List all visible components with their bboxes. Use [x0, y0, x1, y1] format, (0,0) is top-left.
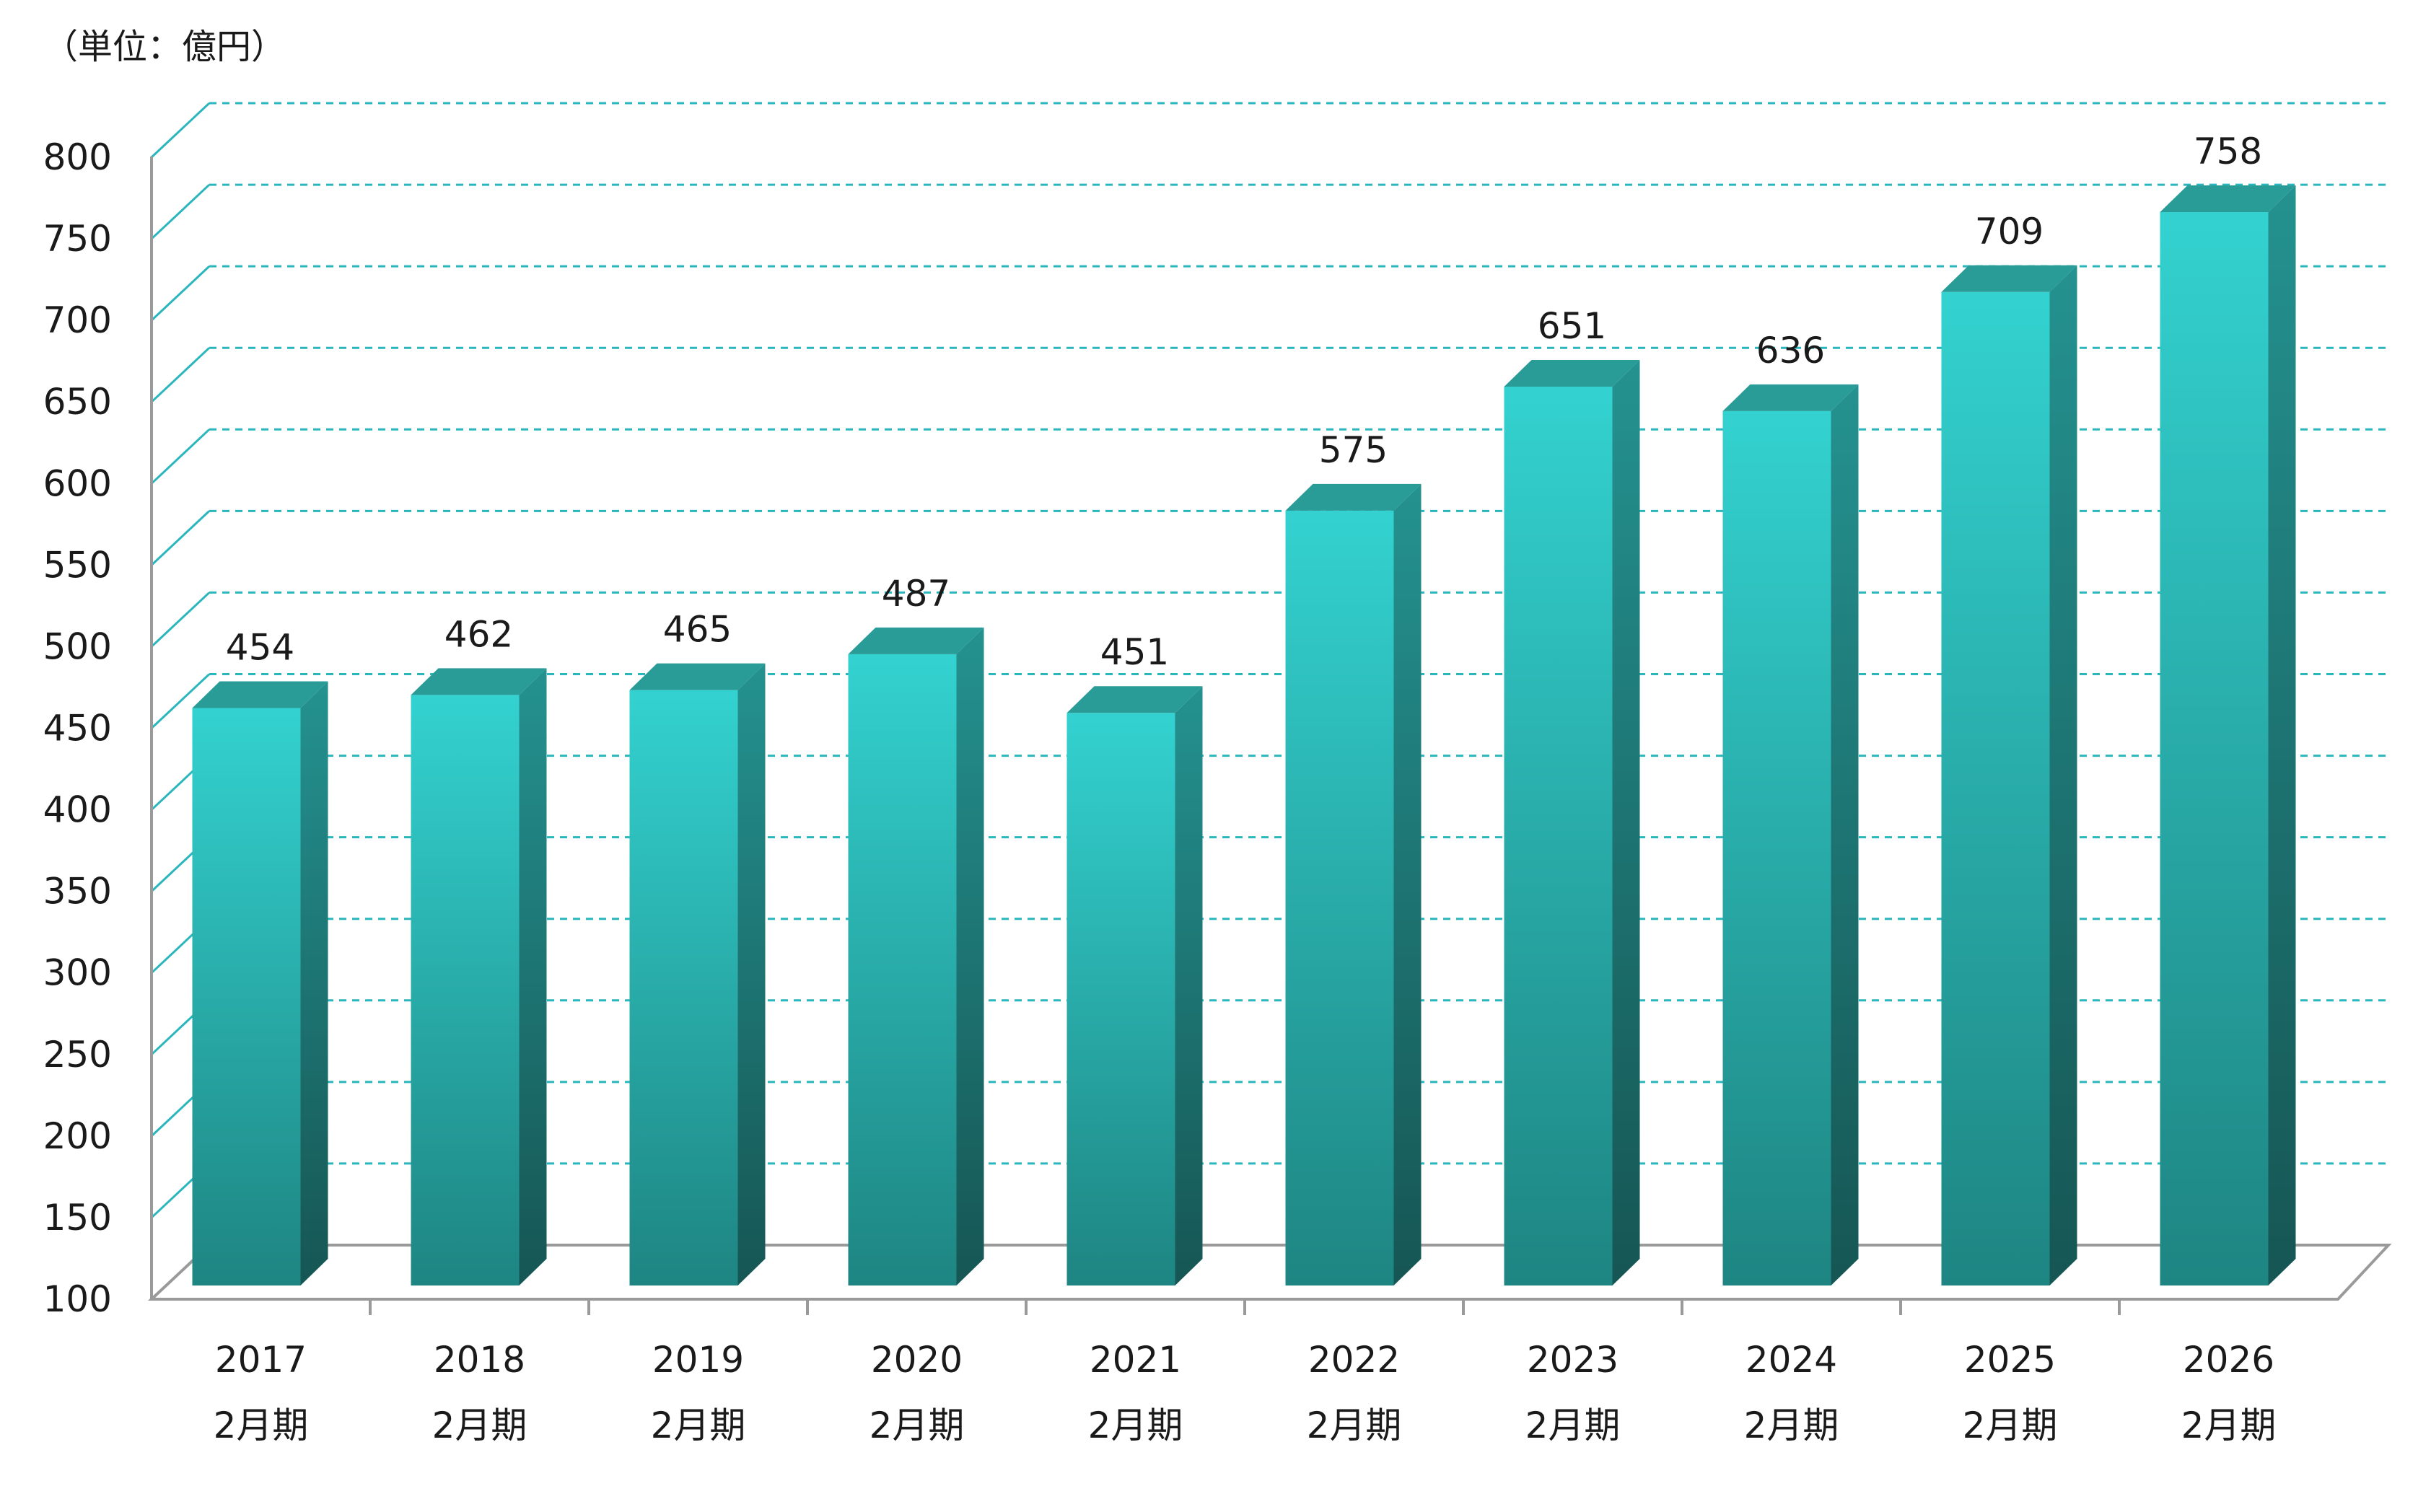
- bar-top: [1285, 483, 1422, 511]
- bar: [411, 668, 547, 1285]
- bar: [2160, 185, 2296, 1286]
- bar-top: [1941, 265, 2077, 292]
- y-tick-label: 250: [43, 1034, 112, 1076]
- gridline-diagonal: [150, 347, 211, 403]
- data-label: 487: [882, 573, 950, 615]
- x-tick-label-year: 2020: [871, 1339, 963, 1381]
- bar-top: [411, 668, 547, 695]
- gridlines: [150, 102, 2388, 1219]
- bar-side: [1612, 359, 1640, 1285]
- bar: [192, 681, 328, 1285]
- bars: [192, 185, 2296, 1286]
- data-label: 709: [1975, 211, 2044, 252]
- x-tick-label-year: 2024: [1745, 1339, 1837, 1381]
- y-tick-label: 400: [43, 789, 112, 831]
- x-tick-label-year: 2023: [1527, 1339, 1619, 1381]
- x-tick-label-year: 2021: [1090, 1339, 1181, 1381]
- bar-front: [1504, 386, 1613, 1285]
- data-label: 454: [226, 626, 294, 668]
- bar-top: [1504, 359, 1640, 387]
- bar-side: [1393, 483, 1422, 1285]
- bar-side: [300, 681, 328, 1285]
- bar-top: [629, 663, 766, 690]
- x-tick-label-period: 2月期: [214, 1405, 309, 1446]
- y-tick-label: 100: [43, 1278, 112, 1320]
- y-tick-label: 450: [43, 708, 112, 750]
- bar-top: [192, 681, 328, 708]
- x-tick-label-period: 2月期: [1088, 1405, 1183, 1446]
- y-tick-label: 150: [43, 1197, 112, 1239]
- unit-label: （単位：億円）: [43, 27, 286, 67]
- bar-side: [2268, 185, 2296, 1286]
- data-label: 636: [1756, 330, 1825, 372]
- bar-front: [1285, 510, 1394, 1285]
- x-tick-label-period: 2月期: [1307, 1405, 1402, 1446]
- y-tick-label: 200: [43, 1115, 112, 1157]
- data-label: 451: [1100, 631, 1169, 673]
- y-tick-label: 800: [43, 136, 112, 178]
- bar-side: [956, 627, 984, 1285]
- bar-front: [411, 695, 520, 1285]
- x-tick-label-period: 2月期: [651, 1405, 746, 1446]
- x-tick-label-year: 2026: [2183, 1339, 2274, 1381]
- data-label: 462: [444, 613, 513, 655]
- data-label: 465: [663, 609, 732, 651]
- y-tick-label: 650: [43, 381, 112, 423]
- bar-top: [848, 627, 984, 654]
- gridline-diagonal: [150, 183, 211, 240]
- x-tick-label-year: 2025: [1964, 1339, 2056, 1381]
- data-label: 758: [2194, 131, 2262, 172]
- labels: 100 150 200 250 300 350 400 450 500 550 600 650 700 7…: [43, 131, 2277, 1446]
- y-tick-label: 550: [43, 544, 112, 586]
- x-tick-label-period: 2月期: [432, 1405, 527, 1446]
- bar-front: [1066, 713, 1175, 1285]
- y-tick-label: 600: [43, 462, 112, 504]
- bar: [1941, 265, 2077, 1285]
- y-tick-label: 300: [43, 952, 112, 994]
- bar-side: [519, 668, 547, 1285]
- bar-front: [629, 690, 738, 1285]
- gridline-diagonal: [150, 510, 211, 566]
- bar-front: [2160, 211, 2269, 1286]
- x-tick-label-year: 2018: [434, 1339, 525, 1381]
- bar-front: [848, 654, 957, 1285]
- x-tick-label-year: 2019: [652, 1339, 744, 1381]
- bar-side: [1175, 686, 1203, 1285]
- bar-side: [2049, 265, 2077, 1285]
- x-tick-label-period: 2月期: [1525, 1405, 1621, 1446]
- gridline-diagonal: [150, 428, 211, 485]
- bar-front: [1722, 410, 1831, 1285]
- axes: [147, 157, 2392, 1315]
- data-label: 575: [1319, 429, 1388, 471]
- bar: [1504, 359, 1640, 1285]
- x-tick-label-period: 2月期: [2181, 1405, 2277, 1446]
- bar-top: [2160, 185, 2296, 212]
- x-tick-label-year: 2022: [1308, 1339, 1400, 1381]
- gridline-diagonal: [150, 102, 211, 159]
- x-tick-label-period: 2月期: [1744, 1405, 1839, 1446]
- x-tick-label-period: 2月期: [870, 1405, 965, 1446]
- gridline-diagonal: [150, 265, 211, 322]
- bar-side: [1831, 384, 1859, 1285]
- bar-side: [737, 663, 766, 1285]
- bar: [848, 627, 984, 1285]
- y-tick-label: 750: [43, 218, 112, 260]
- bar-top: [1066, 686, 1203, 713]
- bar-front: [192, 708, 301, 1285]
- y-tick-label: 700: [43, 299, 112, 341]
- bar: [1285, 483, 1422, 1285]
- bar-front: [1941, 291, 2050, 1285]
- data-label: 651: [1538, 305, 1606, 347]
- bar: [629, 663, 766, 1285]
- x-tick-label-year: 2017: [215, 1339, 307, 1381]
- bar: [1722, 384, 1859, 1285]
- bar-top: [1722, 384, 1859, 411]
- y-tick-label: 350: [43, 871, 112, 913]
- y-tick-label: 500: [43, 625, 112, 667]
- bar: [1066, 686, 1203, 1285]
- x-tick-label-period: 2月期: [1963, 1405, 2058, 1446]
- gridline-diagonal: [150, 592, 211, 648]
- gridline-diagonal: [150, 673, 211, 729]
